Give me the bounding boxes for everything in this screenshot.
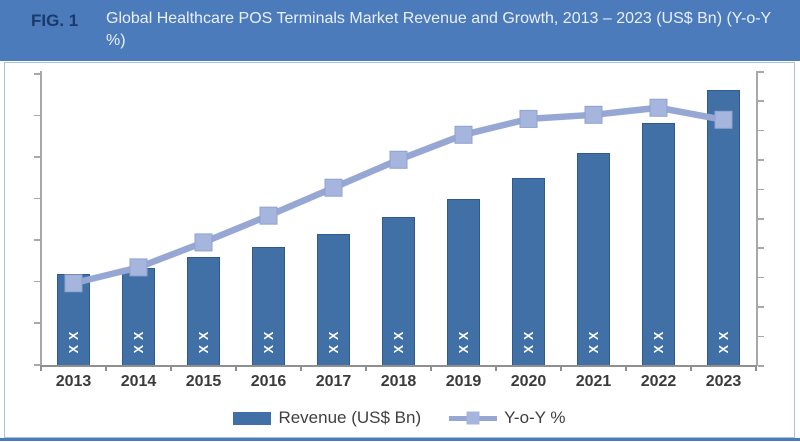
x-axis-tick [625,365,627,371]
x-label-2017: 2017 [315,373,352,390]
revenue-bar-2021: XX [577,152,610,365]
revenue-bar-2016: XX [252,247,285,365]
x-axis-tick [300,365,302,371]
x-axis-tick [170,365,172,371]
right-value-axis [756,71,758,366]
revenue-bar-2020: XX [512,177,545,365]
chart-legend: Revenue (US$ Bn) Y-o-Y % [5,408,794,428]
legend-yoy-label: Y-o-Y % [504,408,566,427]
x-axis-tick [105,365,107,371]
legend-item-revenue: Revenue (US$ Bn) [233,408,421,428]
figure-number-label: FIG. 1 [31,11,79,30]
right-axis-tick [757,188,764,191]
yoy-marker-2015 [194,233,213,252]
chart-card: XX XX XX XX XX XX XX XX XX XX XX 2013 2014 2015 2016 2… [4,62,795,438]
revenue-bar-2018: XX [382,217,415,365]
revenue-bar-2022: XX [642,122,675,365]
plot-area: XX XX XX XX XX XX XX XX XX XX XX [41,71,756,365]
right-axis-tick [757,365,764,367]
x-axis-tick [690,365,692,371]
x-label-2014: 2014 [120,373,157,390]
revenue-swatch [233,411,272,425]
left-axis-tick [34,239,40,241]
right-axis-tick [757,129,764,132]
yoy-marker-2016 [259,206,278,225]
revenue-bar-2014: XX [122,268,155,365]
left-axis-tick [34,197,40,200]
right-axis-tick [757,100,764,102]
x-axis-tick [560,365,562,371]
x-axis-tick [40,365,42,371]
revenue-bar-2023: XX [707,89,740,365]
yoy-marker-2021 [584,105,603,124]
left-axis-tick [34,322,40,324]
right-axis-tick [757,218,764,220]
x-label-2015: 2015 [185,373,222,390]
yoy-marker-2018 [389,150,408,169]
yoy-swatch-marker [466,411,480,425]
revenue-bar-2019: XX [447,198,480,365]
x-axis-tick [755,365,757,371]
right-axis-tick [757,306,764,308]
yoy-line-layer [64,98,733,293]
x-label-2020: 2020 [510,373,547,390]
right-axis-tick [757,276,764,279]
yoy-marker-2014 [129,258,148,277]
yoy-marker-2023 [714,110,733,129]
yoy-marker-2017 [324,178,343,197]
right-axis-tick [757,335,764,338]
revenue-bar-2017: XX [317,234,350,365]
left-axis-tick [34,364,40,366]
x-axis-tick [365,365,367,371]
right-axis-tick [757,159,764,161]
x-label-2021: 2021 [575,373,612,390]
right-axis-tick [757,71,764,73]
x-label-2013: 2013 [55,373,92,390]
x-label-2018: 2018 [380,373,417,390]
figure-title: Global Healthcare POS Terminals Market R… [106,10,771,49]
yoy-marker-2020 [519,109,538,128]
revenue-bar-2015: XX [187,257,220,365]
x-axis-tick [430,365,432,371]
x-label-2022: 2022 [640,373,677,390]
footer-rule [0,438,800,441]
left-axis-tick [34,280,40,283]
left-value-axis [40,71,42,366]
x-label-2019: 2019 [445,373,482,390]
x-axis-tick [235,365,237,371]
yoy-swatch [449,411,498,425]
x-axis [40,365,757,367]
yoy-marker-2013 [64,274,83,293]
left-axis-tick [34,73,40,75]
x-axis-tick [495,365,497,371]
legend-revenue-label: Revenue (US$ Bn) [278,408,422,427]
legend-item-yoy: Y-o-Y % [449,408,566,428]
yoy-marker-2022 [649,98,668,117]
x-label-2023: 2023 [705,373,742,390]
x-label-2016: 2016 [250,373,287,390]
yoy-line [72,104,725,287]
left-axis-tick [34,114,40,117]
left-axis-tick [34,156,40,158]
figure-header: FIG. 1 Global Healthcare POS Terminals M… [0,0,800,61]
right-axis-tick [757,247,764,249]
yoy-marker-2019 [454,125,473,144]
